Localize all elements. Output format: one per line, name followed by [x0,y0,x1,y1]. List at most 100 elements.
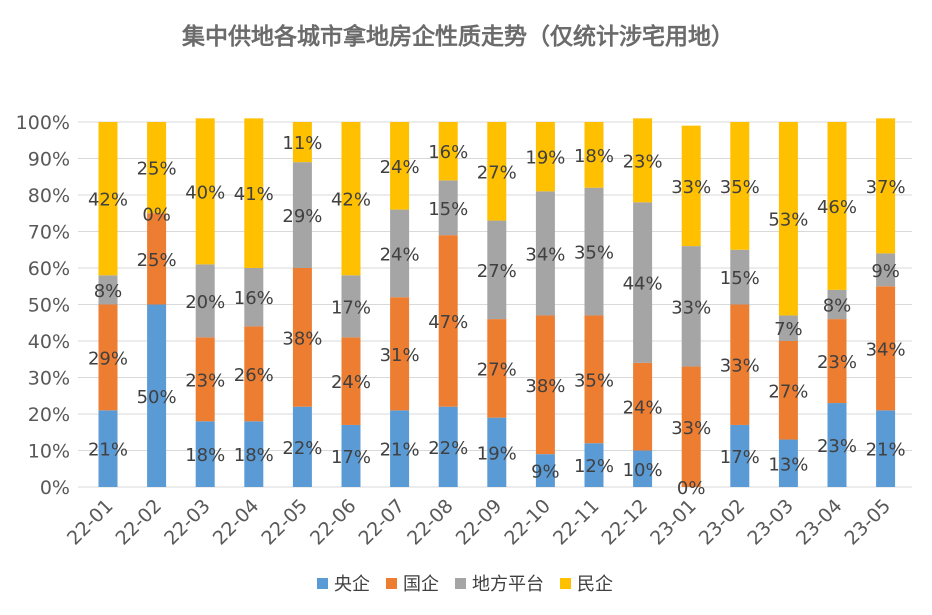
bar-segment [730,424,750,487]
y-tick-label: 60% [28,258,70,280]
bar-segment [876,118,896,254]
bar-segment [98,304,118,411]
data-label: 16% [428,142,468,163]
legend-swatch [317,578,328,589]
bar-segment [827,289,847,320]
data-label: 27% [477,162,517,183]
bar-segment [438,180,458,236]
data-label: 31% [380,345,420,366]
x-tick-label: 22-04 [209,495,264,550]
bar-segment [487,319,507,418]
x-tick-label: 22-08 [403,495,458,550]
data-label: 18% [185,445,225,466]
bar-segment [292,406,312,487]
data-label: 33% [671,418,711,439]
bar-segment [244,118,264,268]
data-label: 38% [525,376,565,397]
data-label: 27% [477,261,517,282]
x-tick-label: 22-12 [598,495,653,550]
data-label: 47% [428,312,468,333]
data-label: 24% [380,244,420,265]
bar-segment [584,315,604,444]
bar-segment [438,406,458,487]
data-label: 23% [817,436,857,457]
data-label: 0% [677,478,706,499]
data-label: 24% [623,398,663,419]
y-tick-label: 30% [28,368,70,390]
bar-segment [438,235,458,407]
bar-segment [584,187,604,316]
data-label: 53% [768,210,808,231]
x-tick-label: 23-01 [646,495,701,550]
legend: 央企 国企 地方平台 民企 [317,574,613,595]
legend-swatch [455,578,466,589]
bar-segment [244,268,264,327]
bar-segment [730,249,750,305]
data-label: 9% [531,462,560,483]
data-label: 20% [185,292,225,313]
bar-segment [195,421,215,487]
data-label: 11% [282,133,322,154]
bar-segment [195,264,215,338]
y-tick-label: 20% [28,404,70,426]
bar-segment [487,417,507,487]
data-label: 15% [428,199,468,220]
data-label: 34% [866,339,906,360]
data-label: 18% [234,445,274,466]
data-label: 24% [380,157,420,178]
data-label: 34% [525,244,565,265]
bar-segment [535,191,555,316]
data-label: 33% [671,297,711,318]
x-tick-label: 23-03 [743,495,798,550]
data-label: 22% [282,438,322,459]
bar-segment [341,275,361,338]
bar-segment [584,122,604,188]
y-tick-label: 70% [28,222,70,244]
data-label: 18% [574,146,614,167]
bar-segment [98,122,118,276]
data-label: 46% [817,197,857,218]
data-label: 42% [331,190,371,211]
x-tick-label: 22-05 [257,495,312,550]
x-tick-label: 22-03 [160,495,215,550]
bar-segment [876,253,896,287]
x-axis: 22-0122-0222-0322-0422-0522-0622-0722-08… [63,495,895,550]
data-label: 29% [282,206,322,227]
bar-segment [681,246,701,367]
bar-segment [535,315,555,455]
data-label: 42% [88,190,128,211]
bar-segment [98,410,118,487]
bar-segment [292,122,312,163]
bar-segment [390,410,410,487]
data-label: 22% [428,438,468,459]
bar-segment [292,268,312,407]
bar-segment [195,118,215,265]
x-tick-label: 22-02 [112,495,167,550]
data-label: 7% [774,319,803,340]
data-label: 17% [720,447,760,468]
bar-segment [341,424,361,487]
data-label: 19% [525,148,565,169]
bar-segment [98,275,118,305]
y-axis: 0% 10% 20% 30% 40% 50% 60% 70% 80% 90% 100% [16,112,70,499]
legend-swatch [560,578,571,589]
bar-segment [633,450,653,487]
data-label: 35% [720,177,760,198]
bar-segment [681,366,701,487]
data-label: 44% [623,274,663,295]
data-label: 21% [88,440,128,461]
x-tick-label: 23-05 [841,495,896,550]
data-label: 0% [142,204,171,225]
bar-segment [438,122,458,181]
y-tick-label: 80% [28,185,70,207]
data-label: 25% [137,159,177,180]
data-labels: 21% 29% 8% 42% 50% 25% 0% 25% 18% 23% 20% 40% 18% 26%… [88,133,906,499]
x-tick-label: 22-01 [63,495,118,550]
data-label: 35% [574,370,614,391]
x-tick-label: 23-04 [792,495,847,550]
data-label: 23% [623,151,663,172]
bar-segment [292,162,312,268]
bar-segment [827,403,847,487]
